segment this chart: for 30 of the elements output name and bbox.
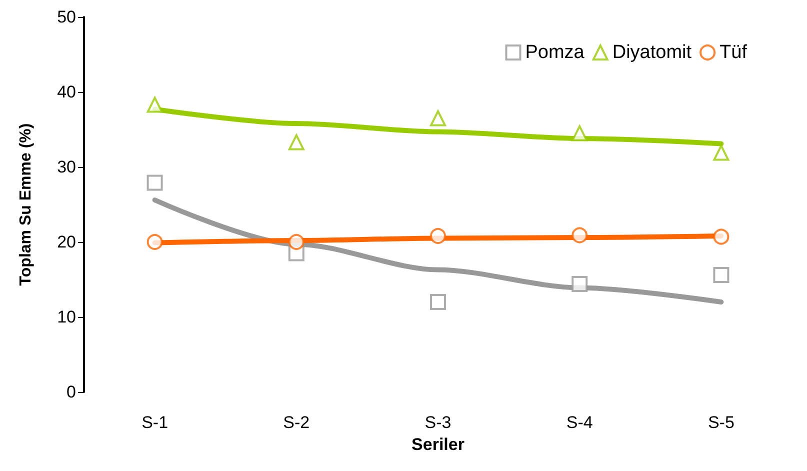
x-tick-label: S-2 [283,413,310,432]
point [713,267,730,283]
y-tick-label: 10 [57,308,76,326]
y-tick-label: 50 [57,8,76,26]
x-tick-label: S-3 [424,413,452,432]
point [572,276,588,292]
y-tick-label: 20 [57,232,76,252]
point [288,134,304,150]
y-axis-title: Toplam Su Emme (%) [18,123,34,286]
point [288,234,304,250]
y-tick-label: 40 [57,82,76,102]
point [572,227,588,244]
x-tick-label: S-5 [708,413,734,432]
point [430,110,446,126]
y-tick-label: 30 [57,158,76,176]
x-tick-label: S-4 [566,413,593,432]
legend-label: Tüf [720,42,748,63]
legend-label: Diyatomit [612,42,692,63]
x-axis-title: Seriler [412,434,465,454]
point [713,144,730,161]
point [430,228,446,244]
y-tick-label: 0 [66,382,76,402]
point [146,96,163,113]
point [572,125,588,142]
point [713,228,730,245]
point [430,294,446,310]
legend-label: Pomza [525,42,585,63]
x-tick-label: S-1 [142,413,168,432]
point [146,234,163,250]
point [146,174,163,191]
